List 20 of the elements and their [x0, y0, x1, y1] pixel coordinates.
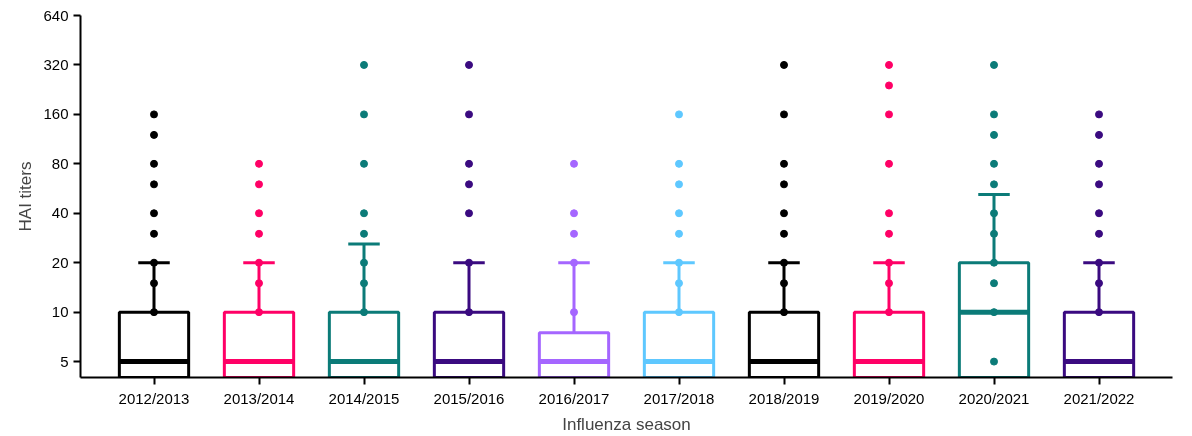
y-tick-label: 160 — [43, 105, 69, 123]
y-tick-label: 80 — [51, 154, 69, 172]
x-tick-label: 2015/2016 — [433, 389, 505, 407]
y-tick-label: 640 — [43, 6, 69, 24]
x-tick-label: 2018/2019 — [748, 389, 820, 407]
y-tick-label: 10 — [51, 303, 69, 321]
y-tick-label: 5 — [60, 352, 69, 370]
x-axis-title: Influenza season — [562, 414, 691, 434]
x-tick-label: 2019/2020 — [853, 389, 925, 407]
x-tick-label: 2013/2014 — [223, 389, 295, 407]
x-tick-label: 2021/2022 — [1063, 389, 1135, 407]
y-tick-label: 20 — [51, 253, 69, 271]
y-axis-title: HAI titers — [16, 161, 36, 232]
x-tick-label: 2014/2015 — [328, 389, 400, 407]
x-tick-label: 2017/2018 — [643, 389, 715, 407]
x-tick-label: 2020/2021 — [958, 389, 1030, 407]
x-tick-label: 2016/2017 — [538, 389, 610, 407]
y-tick-label: 320 — [43, 55, 69, 73]
x-tick-label: 2012/2013 — [118, 389, 190, 407]
y-tick-label: 40 — [51, 204, 69, 222]
